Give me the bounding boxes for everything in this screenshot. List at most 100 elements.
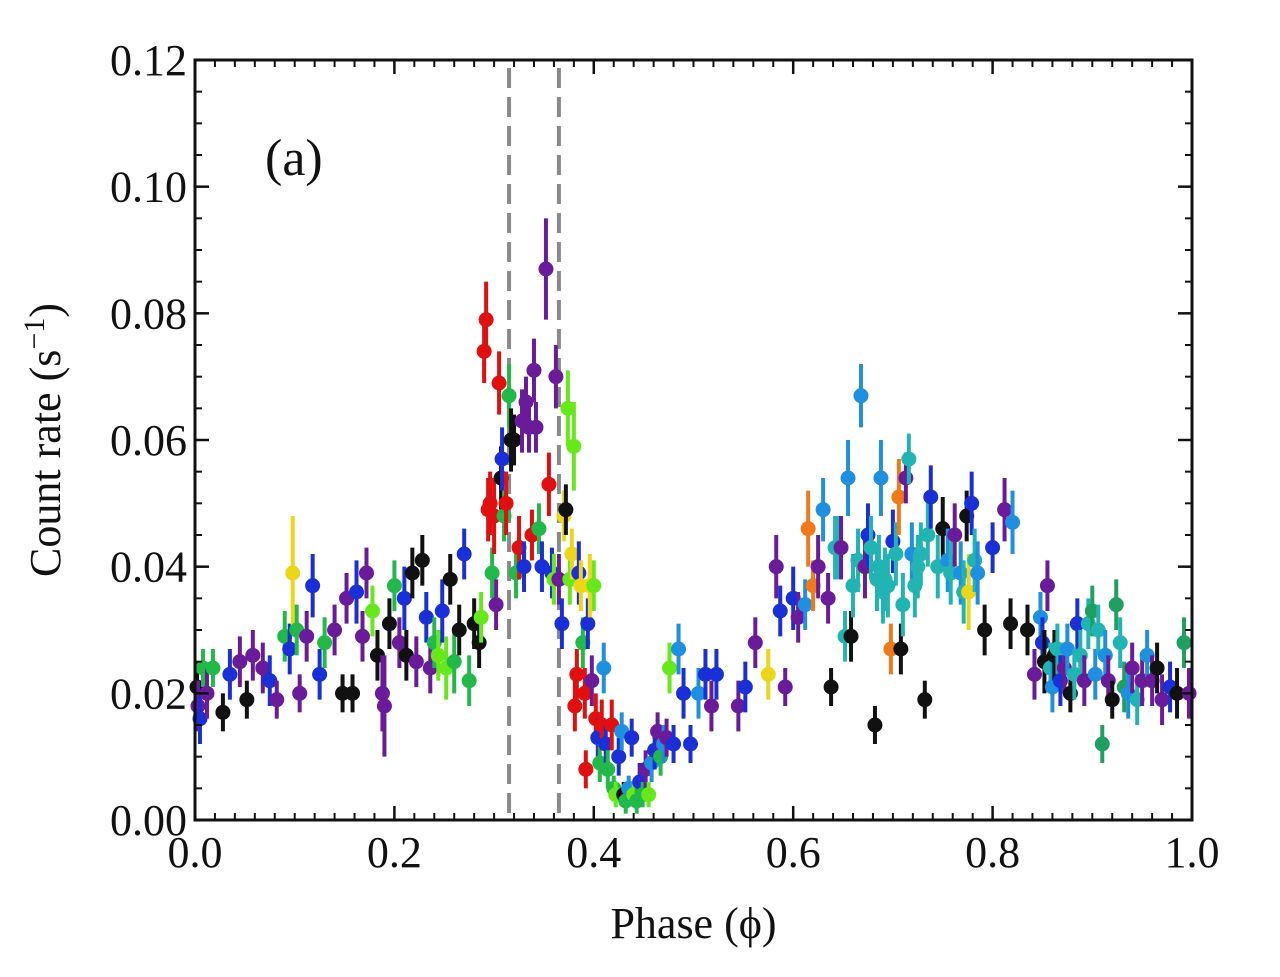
marker bbox=[760, 666, 776, 682]
y-tick-label: 0.04 bbox=[110, 543, 187, 592]
y-tick-label: 0.00 bbox=[110, 796, 187, 845]
marker bbox=[703, 698, 719, 714]
marker bbox=[516, 559, 532, 575]
data-point-81 bbox=[534, 541, 550, 592]
marker bbox=[777, 679, 793, 695]
marker bbox=[823, 679, 839, 695]
data-point-141 bbox=[703, 680, 719, 732]
marker bbox=[853, 388, 869, 404]
marker bbox=[730, 698, 746, 714]
marker bbox=[584, 673, 600, 689]
marker bbox=[305, 578, 321, 594]
data-point-230 bbox=[1087, 649, 1103, 700]
marker bbox=[596, 660, 612, 676]
x-tick-label: 0.8 bbox=[965, 828, 1020, 877]
marker bbox=[506, 432, 522, 448]
marker bbox=[1108, 597, 1124, 613]
marker bbox=[888, 546, 904, 562]
marker bbox=[920, 527, 936, 543]
marker bbox=[548, 369, 564, 385]
marker bbox=[997, 502, 1013, 518]
data-point-116 bbox=[611, 737, 627, 776]
data-point-121 bbox=[624, 718, 640, 757]
data-point-190 bbox=[917, 680, 933, 719]
data-point-177 bbox=[880, 554, 896, 618]
data-point-50 bbox=[451, 604, 467, 656]
data-point-8 bbox=[232, 636, 248, 687]
data-point-148 bbox=[772, 585, 788, 637]
data-point-62 bbox=[488, 579, 504, 630]
marker bbox=[1176, 635, 1192, 651]
marker bbox=[560, 400, 576, 416]
marker bbox=[564, 546, 580, 562]
data-point-28 bbox=[354, 611, 370, 662]
marker bbox=[232, 654, 248, 670]
data-point-87 bbox=[551, 554, 567, 605]
marker bbox=[255, 660, 271, 676]
marker bbox=[578, 761, 594, 777]
marker bbox=[1084, 603, 1100, 619]
marker bbox=[1169, 685, 1185, 701]
data-point-13 bbox=[269, 680, 285, 719]
data-point-112 bbox=[600, 750, 616, 789]
marker bbox=[364, 603, 380, 619]
data-point-51 bbox=[456, 528, 472, 580]
data-point-202 bbox=[964, 471, 980, 535]
marker bbox=[488, 597, 504, 613]
data-point-208 bbox=[1003, 598, 1019, 649]
marker bbox=[815, 502, 831, 518]
marker bbox=[386, 578, 402, 594]
marker bbox=[1097, 647, 1113, 663]
y-tick-label: 0.06 bbox=[110, 416, 187, 465]
data-point-205 bbox=[977, 604, 993, 656]
marker bbox=[381, 616, 397, 632]
marker bbox=[1112, 635, 1128, 651]
marker bbox=[396, 590, 412, 606]
data-point-210 bbox=[1019, 604, 1035, 656]
data-point-57 bbox=[478, 281, 494, 358]
data-point-153 bbox=[800, 490, 816, 567]
data-point-164 bbox=[843, 611, 859, 662]
data-point-142 bbox=[708, 649, 724, 700]
data-point-204 bbox=[970, 541, 986, 605]
marker bbox=[580, 616, 596, 632]
data-point-231 bbox=[1090, 604, 1106, 656]
marker bbox=[456, 546, 472, 562]
data-point-19 bbox=[299, 611, 315, 662]
x-tick-label: 0.0 bbox=[168, 828, 223, 877]
data-point-30 bbox=[364, 585, 380, 637]
marker bbox=[1104, 692, 1120, 708]
marker bbox=[554, 616, 570, 632]
data-point-235 bbox=[1104, 680, 1120, 719]
data-point-5 bbox=[205, 649, 221, 687]
x-tick-label: 1.0 bbox=[1165, 828, 1220, 877]
y-tick-label: 0.12 bbox=[110, 36, 187, 85]
marker bbox=[747, 635, 763, 651]
marker bbox=[222, 666, 238, 682]
data-point-27 bbox=[349, 560, 365, 624]
data-point-40 bbox=[408, 636, 424, 687]
marker bbox=[414, 552, 430, 568]
data-point-86 bbox=[548, 345, 564, 409]
marker bbox=[498, 495, 514, 511]
data-point-138 bbox=[683, 725, 699, 763]
data-point-96 bbox=[569, 649, 585, 700]
marker bbox=[317, 635, 333, 651]
marker bbox=[391, 635, 407, 651]
data-point-21 bbox=[312, 649, 328, 700]
data-point-135 bbox=[666, 725, 682, 763]
y-axis-title-main: Count rate (s bbox=[21, 350, 70, 577]
marker bbox=[1026, 666, 1042, 682]
marker bbox=[797, 597, 813, 613]
marker bbox=[491, 375, 507, 391]
data-point-170 bbox=[863, 516, 879, 580]
marker bbox=[833, 540, 849, 556]
data-point-117 bbox=[614, 712, 630, 751]
marker bbox=[964, 495, 980, 511]
data-point-22 bbox=[317, 617, 333, 668]
marker bbox=[1087, 666, 1103, 682]
data-point-146 bbox=[760, 649, 776, 700]
data-point-37 bbox=[396, 566, 412, 630]
marker bbox=[518, 394, 534, 410]
